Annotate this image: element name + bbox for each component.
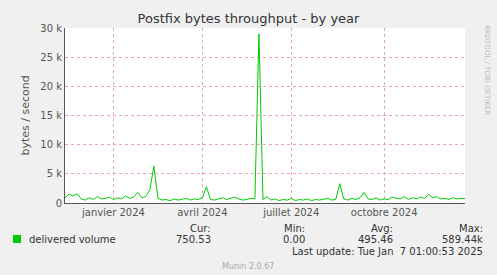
svg-text:20 k: 20 k <box>40 81 62 92</box>
svg-text:10 k: 10 k <box>40 139 62 150</box>
svg-text:25 k: 25 k <box>40 52 62 63</box>
svg-text:juillet 2024: juillet 2024 <box>262 207 319 218</box>
svg-text:Last update: Tue Jan 7 01:00:: Last update: Tue Jan 7 01:00:53 2025 <box>292 246 483 257</box>
svg-text:30 k: 30 k <box>40 23 62 34</box>
svg-text:avril 2024: avril 2024 <box>177 207 227 218</box>
svg-text:0.00: 0.00 <box>283 234 305 245</box>
svg-text:Avg:: Avg: <box>371 223 393 234</box>
svg-text:janvier 2024: janvier 2024 <box>81 207 145 218</box>
svg-text:Min:: Min: <box>284 223 305 234</box>
svg-text:RRDTOOL / TOBI OETIKER: RRDTOOL / TOBI OETIKER <box>483 25 491 115</box>
svg-text:5 k: 5 k <box>47 168 63 179</box>
svg-text:Munin 2.0.67: Munin 2.0.67 <box>222 262 274 271</box>
svg-text:Postfix bytes throughput - by: Postfix bytes throughput - by year <box>138 11 361 26</box>
svg-text:495.46: 495.46 <box>358 234 393 245</box>
svg-text:delivered volume: delivered volume <box>29 234 116 245</box>
svg-text:Cur:: Cur: <box>190 223 211 234</box>
svg-text:0: 0 <box>56 198 62 209</box>
svg-text:15 k: 15 k <box>40 110 62 121</box>
svg-text:Max:: Max: <box>459 223 483 234</box>
svg-text:bytes / second: bytes / second <box>19 75 32 155</box>
svg-text:750.53: 750.53 <box>176 234 211 245</box>
svg-text:octobre 2024: octobre 2024 <box>351 207 418 218</box>
svg-text:589.44k: 589.44k <box>442 234 483 245</box>
